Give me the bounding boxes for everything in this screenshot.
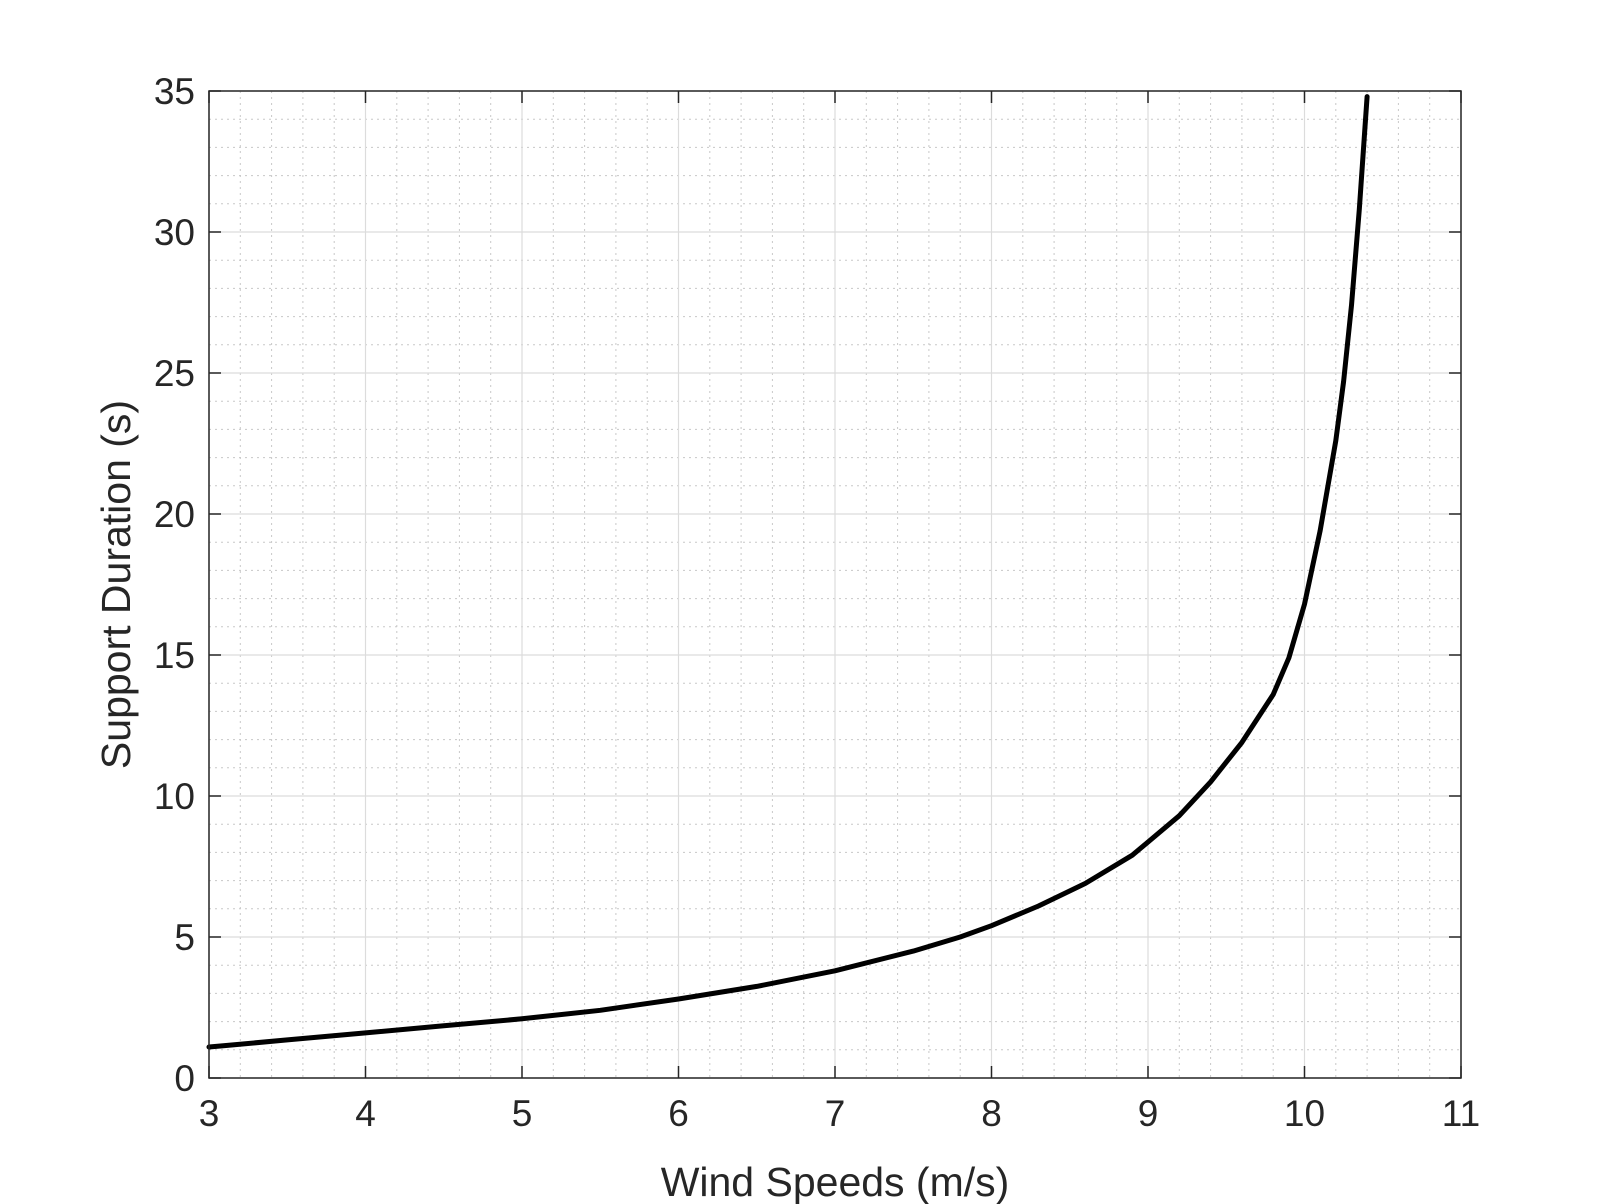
y-tick-label: 10 (154, 776, 195, 817)
y-axis-title: Support Duration (s) (93, 400, 139, 769)
x-tick-label: 10 (1284, 1093, 1325, 1134)
x-tick-label: 9 (1138, 1093, 1159, 1134)
y-tick-label: 25 (154, 353, 195, 394)
y-tick-label: 0 (174, 1058, 195, 1099)
tick-marks (208, 90, 1462, 1079)
x-tick-label: 11 (1442, 1093, 1480, 1134)
x-tick-label: 6 (668, 1093, 689, 1134)
x-tick-label: 7 (825, 1093, 846, 1134)
x-tick-label: 4 (355, 1093, 376, 1134)
y-tick-label: 35 (154, 71, 195, 112)
series-layer (206, 94, 1370, 1050)
x-tick-label: 5 (512, 1093, 533, 1134)
x-tick-label: 3 (199, 1093, 220, 1134)
series-line (206, 94, 1370, 1050)
x-tick-labels: 3 4 5 6 7 8 9 10 11 (199, 1093, 1481, 1134)
y-tick-label: 20 (154, 494, 195, 535)
y-tick-labels: 0 5 10 15 20 25 30 35 (154, 71, 195, 1099)
y-tick-label: 5 (174, 917, 195, 958)
y-tick-label: 15 (154, 635, 195, 676)
x-axis-title: Wind Speeds (m/s) (661, 1159, 1010, 1204)
x-tick-label: 8 (981, 1093, 1002, 1134)
y-tick-label: 30 (154, 212, 195, 253)
